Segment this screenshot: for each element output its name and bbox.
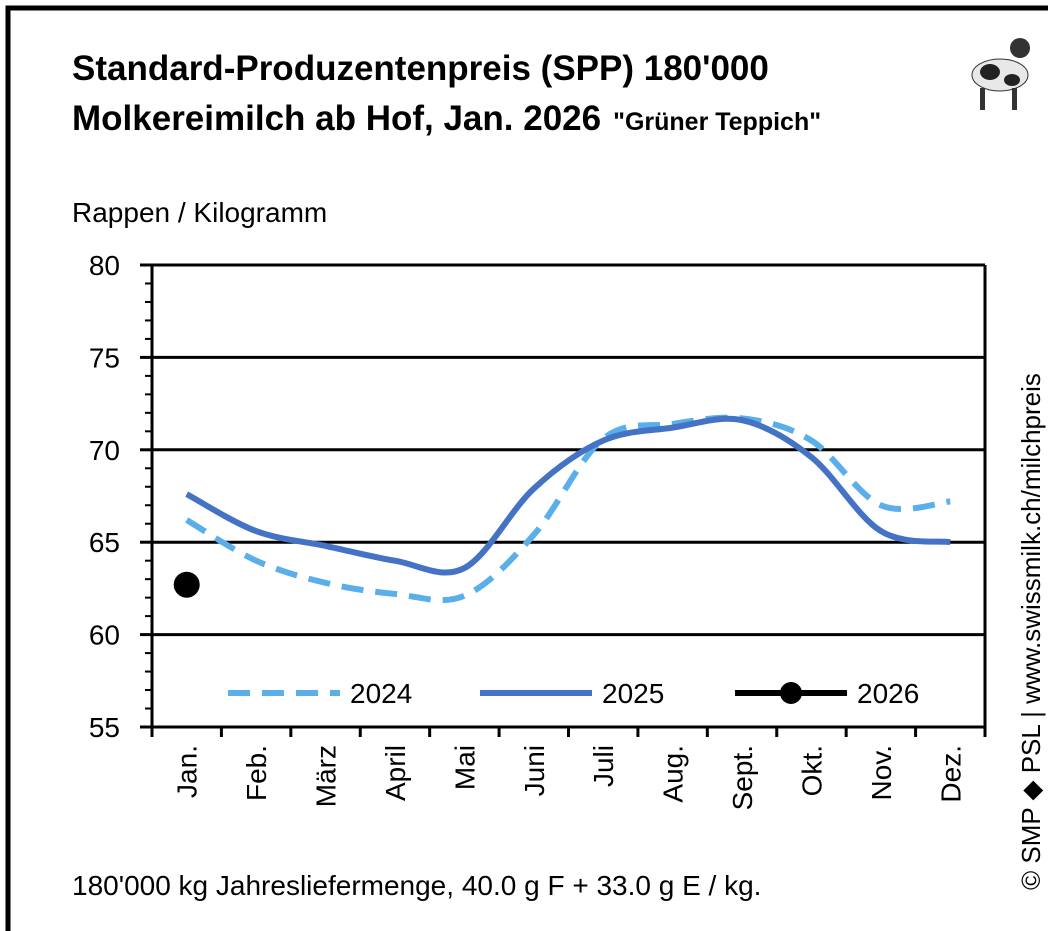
- y-tick-label: 75: [89, 342, 120, 373]
- chart-title: Molkereimilch ab Hof, Jan. 2026 "Grüner T…: [72, 99, 821, 138]
- legend-label: 2024: [350, 678, 412, 709]
- x-tick-label: Juni: [519, 745, 550, 796]
- series-line: [185, 415, 951, 576]
- x-tick-label: Mai: [449, 745, 480, 790]
- footnote: 180'000 kg Jahresliefermenge, 40.0 g F +…: [72, 870, 761, 901]
- source: © SMP ◆ PSL | www.swissmilk.ch/milchprei…: [1016, 373, 1046, 890]
- x-tick-label: April: [380, 745, 411, 801]
- point-marker: [173, 571, 200, 598]
- x-tick-label: Juli: [588, 745, 619, 787]
- x-tick-label: Nov.: [866, 745, 897, 801]
- x-tick-label: Dez.: [935, 745, 966, 803]
- x-tick-label: Aug.: [658, 745, 689, 803]
- y-tick-label: 80: [89, 250, 120, 281]
- legend-label: 2026: [857, 678, 919, 709]
- cow-icon: [971, 38, 1030, 110]
- y-tick-label: 55: [89, 712, 120, 743]
- x-tick-label: Jan.: [172, 745, 203, 798]
- series-line: [185, 414, 951, 604]
- chart-subtitle: "Grüner Teppich": [613, 108, 821, 136]
- y-tick-label: 60: [89, 620, 120, 651]
- x-tick-label: März: [311, 745, 342, 807]
- y-tick-label: 70: [89, 435, 120, 466]
- legend-marker: [780, 682, 802, 704]
- chart-title-line: Molkereimilch ab Hof, Jan. 2026: [72, 99, 601, 138]
- y-axis-label: Rappen / Kilogramm: [72, 197, 327, 228]
- x-tick-label: Sept.: [727, 745, 758, 810]
- frame: [5, 5, 1048, 931]
- y-tick-label: 65: [89, 527, 120, 558]
- legend-label: 2025: [602, 678, 664, 709]
- chart-title: Standard-Produzentenpreis (SPP) 180'000: [72, 49, 769, 88]
- x-tick-label: Feb.: [241, 745, 272, 801]
- x-tick-label: Okt.: [796, 745, 827, 796]
